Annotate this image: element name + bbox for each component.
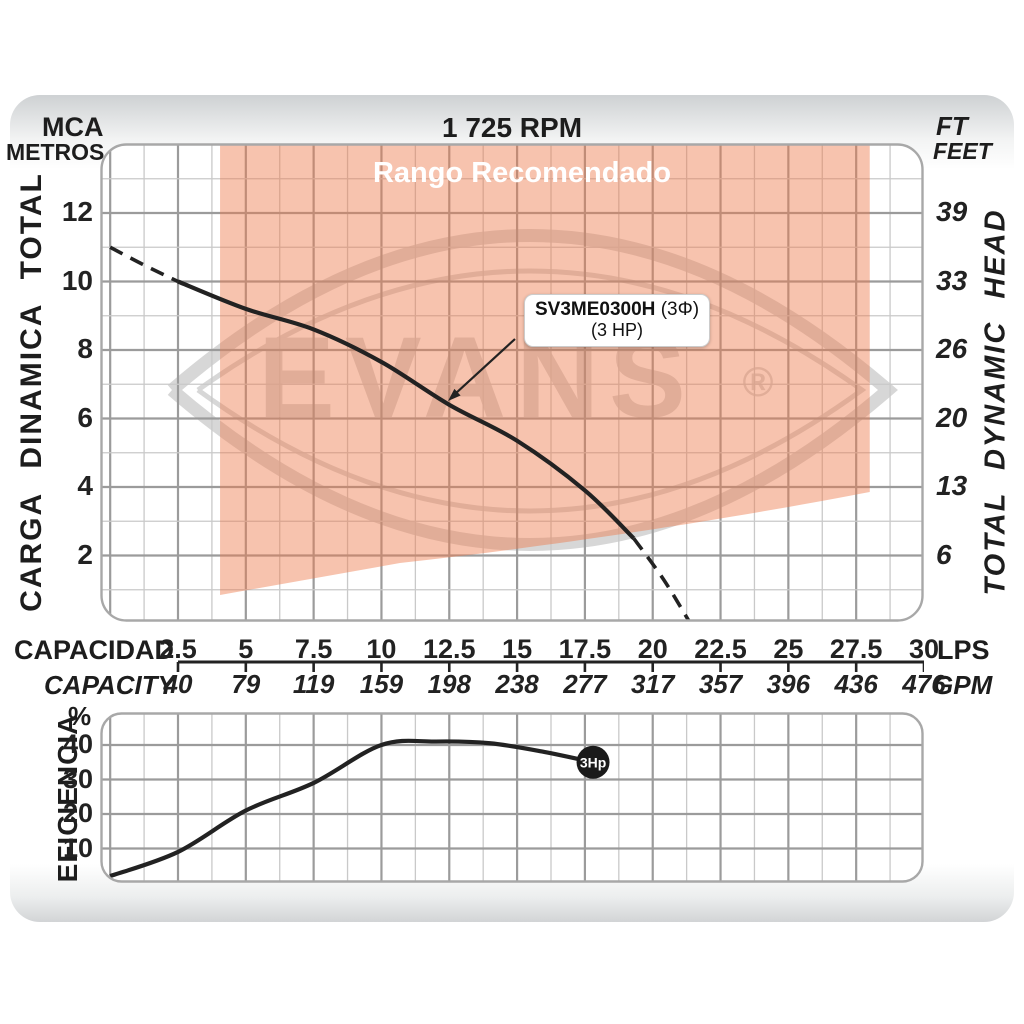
right-unit-feet: FEET	[933, 138, 992, 164]
tick-label: 2	[77, 538, 93, 570]
tick-label: 30	[908, 634, 940, 664]
tick-label: 20	[936, 401, 968, 433]
tick-label: 8	[77, 333, 93, 364]
tick-label: 20	[62, 798, 93, 828]
tick-label: 25	[773, 634, 804, 664]
head-capacity-chart: EVANS ®	[100, 143, 924, 622]
tick-label: 317	[631, 669, 675, 699]
tick-label: 22.5	[694, 634, 747, 664]
left-unit-metros: METROS	[6, 139, 105, 165]
tick-label: 159	[359, 669, 404, 699]
efficiency-unit-label: %	[68, 701, 92, 731]
phase-label: (3Φ)	[660, 299, 700, 320]
tick-label: 5	[238, 634, 254, 664]
x-axis-label-capacity: CAPACITY	[44, 670, 175, 700]
tick-label: 33	[936, 264, 968, 296]
tick-label: 7.5	[294, 634, 333, 664]
model-number: SV3ME0300H	[535, 299, 656, 320]
tick-label: 79	[231, 669, 261, 699]
tick-label: 238	[495, 669, 539, 699]
tick-label: 436	[834, 669, 878, 699]
tick-label: 476	[902, 669, 946, 699]
tick-label: 6	[936, 538, 952, 570]
tick-label: 12	[61, 196, 93, 227]
recommended-range-label: Rango Recomendado	[372, 157, 672, 189]
left-unit-mca: MCA	[42, 112, 104, 142]
tick-label: 2.5	[159, 634, 197, 664]
tick-label: 30	[62, 763, 93, 794]
tick-label: 20	[637, 634, 668, 664]
tick-label: 6	[77, 401, 93, 433]
tick-label: 27.5	[829, 634, 883, 664]
rpm-title: 1 725 RPM	[441, 112, 583, 143]
x-unit-lps: LPS	[937, 635, 990, 665]
curve-callout-line1: SV3ME0300H (3Φ)	[535, 299, 699, 320]
power-label: (3 HP)	[591, 320, 644, 340]
capacity-ruler	[176, 660, 924, 672]
svg-text:®: ®	[743, 358, 774, 405]
tick-label: 357	[698, 669, 743, 699]
tick-label: 12.5	[422, 634, 476, 664]
tick-label: 396	[766, 669, 811, 699]
curve-callout: SV3ME0300H (3Φ) (3 HP)	[524, 294, 711, 347]
svg-text:3Hp: 3Hp	[580, 754, 606, 770]
tick-label: 4	[77, 470, 93, 501]
tick-label: 39	[936, 196, 968, 227]
tick-label: 40	[62, 729, 93, 759]
efficiency-chart: 3Hp	[100, 712, 924, 883]
tick-label: 119	[292, 669, 335, 699]
x-axis-label-capacidad: CAPACIDAD	[14, 635, 174, 665]
tick-label: 198	[427, 669, 471, 699]
tick-label: 10	[366, 634, 397, 664]
tick-label: 17.5	[558, 634, 612, 664]
hp-endpoint-marker: 3Hp	[576, 745, 610, 779]
recommended-range-region	[220, 144, 870, 595]
right-unit-ft: FT	[936, 111, 968, 141]
tick-label: 277	[563, 669, 607, 699]
tick-label: 40	[163, 669, 193, 699]
tick-label: 10	[62, 832, 93, 863]
tick-label: 26	[936, 333, 968, 364]
tick-label: 15	[502, 634, 533, 664]
tick-label: 13	[936, 470, 968, 501]
right-axis-title: TOTAL DYNAMIC HEAD	[979, 208, 1012, 596]
tick-label: 10	[61, 264, 93, 296]
x-unit-gpm: GPM	[933, 670, 993, 700]
